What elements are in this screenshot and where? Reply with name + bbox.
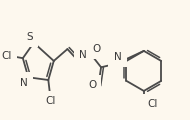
Text: N: N xyxy=(20,78,27,88)
Text: N: N xyxy=(79,50,87,60)
Text: N: N xyxy=(114,52,121,62)
Text: H: H xyxy=(114,50,121,59)
Text: S: S xyxy=(26,32,33,42)
Text: Cl: Cl xyxy=(147,99,158,109)
Text: Cl: Cl xyxy=(45,96,55,106)
Text: O: O xyxy=(92,44,100,54)
Text: O: O xyxy=(88,80,96,90)
Text: Cl: Cl xyxy=(2,51,12,61)
